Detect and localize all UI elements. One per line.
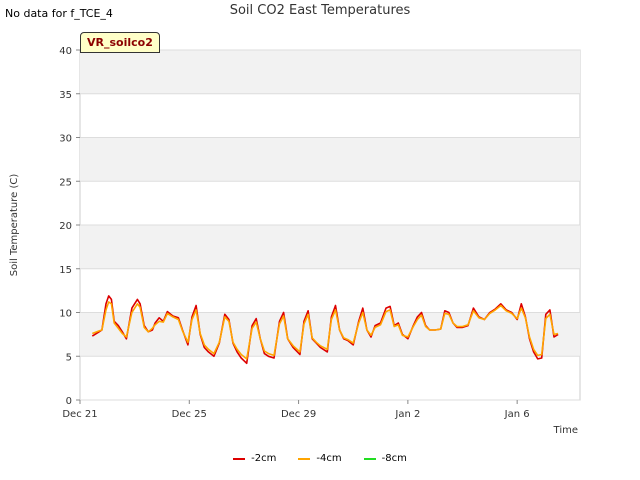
y-axis-ticks: 0 5 10 15 20 25 30 35 40 xyxy=(59,46,80,407)
legend-label-4cm: -4cm xyxy=(316,453,342,464)
y-tick-label: 0 xyxy=(66,396,72,407)
y-tick-label: 15 xyxy=(59,265,72,276)
plot-band xyxy=(80,50,580,94)
plot-band xyxy=(80,225,580,269)
x-tick-label: Dec 21 xyxy=(62,409,97,420)
legend-item-2cm: -2cm xyxy=(233,453,276,464)
y-tick-label: 40 xyxy=(59,46,72,57)
x-tick-label: Jan 2 xyxy=(394,409,420,420)
grid-lines xyxy=(80,49,580,401)
series-lines xyxy=(91,295,559,365)
x-axis-label: Time xyxy=(553,425,578,436)
x-axis-ticks: Dec 21 Dec 25 Dec 29 Jan 2 Jan 6 xyxy=(62,400,530,420)
y-tick-label: 35 xyxy=(59,90,72,101)
legend-item-4cm: -4cm xyxy=(298,453,342,464)
plot-background xyxy=(79,49,581,401)
legend-swatch-2cm xyxy=(233,457,246,460)
y-tick-label: 10 xyxy=(59,309,72,320)
site-badge: VR_soilco2 xyxy=(80,32,160,53)
plot-band xyxy=(80,137,580,182)
legend-swatch-8cm xyxy=(363,457,376,460)
y-tick-label: 5 xyxy=(66,352,72,363)
x-tick-label: Jan 6 xyxy=(504,409,530,420)
y-tick-label: 30 xyxy=(59,134,72,145)
legend-label-8cm: -8cm xyxy=(381,453,407,464)
legend-swatch-4cm xyxy=(298,457,311,460)
chart-title: Soil CO2 East Temperatures xyxy=(229,3,411,18)
legend-label-2cm: -2cm xyxy=(251,453,277,464)
y-axis-label: Soil Temperature (C) xyxy=(9,174,20,277)
y-tick-label: 20 xyxy=(59,221,72,232)
x-tick-label: Dec 29 xyxy=(281,409,316,420)
no-data-note: No data for f_TCE_4 xyxy=(5,7,113,20)
y-tick-label: 25 xyxy=(59,177,72,188)
x-tick-label: Dec 25 xyxy=(172,409,207,420)
legend-item-8cm: -8cm xyxy=(363,453,407,464)
series-line-4cm xyxy=(92,301,559,360)
legend: -2cm -4cm -8cm xyxy=(0,453,640,464)
